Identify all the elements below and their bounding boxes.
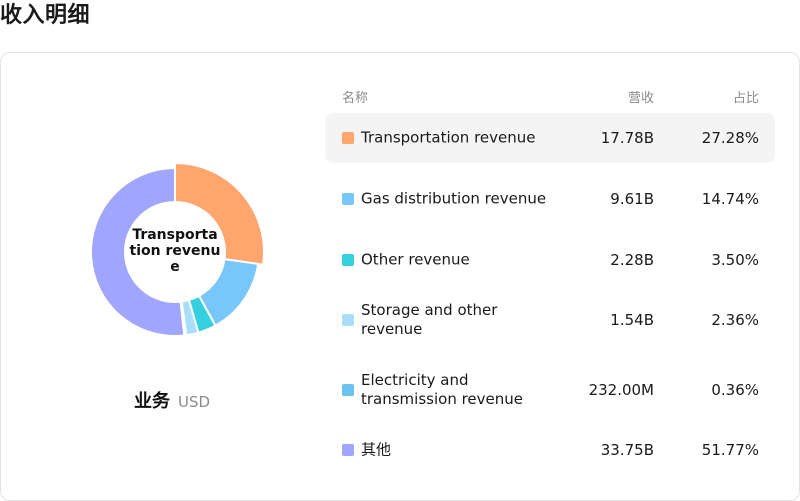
row-name: Gas distribution revenue [361,189,547,208]
table-row[interactable]: 其他 33.75B 51.77% [325,425,775,475]
chart-caption: 业务 USD [134,387,210,413]
row-name: Electricity and transmission revenue [361,371,524,408]
table-row[interactable]: Transportation revenue 17.78B 27.28% [325,113,775,163]
caption-title: 业务 [134,391,170,412]
legend-swatch [342,193,354,205]
page-title: 收入明细 [0,3,91,28]
legend-swatch [342,384,354,396]
revenue-table: 名称 营收 占比 Transportation revenue 17.78B 27.… [325,84,775,459]
table-row[interactable]: Gas distribution revenue 9.61B 14.74% [325,174,775,224]
row-revenue: 232.00M [588,381,654,399]
table-row[interactable]: Other revenue 2.28B 3.50% [325,235,775,285]
legend-swatch [342,254,354,266]
row-revenue: 33.75B [600,441,654,459]
row-share: 3.50% [711,251,759,269]
donut-slice[interactable] [90,166,186,337]
row-share: 51.77% [701,441,759,459]
donut-center-label: Transportation revenue [129,227,221,275]
row-share: 0.36% [711,381,759,399]
row-share: 2.36% [711,311,759,329]
row-name: Transportation revenue [361,128,536,147]
row-revenue: 9.61B [610,190,654,208]
legend-swatch [342,444,354,456]
header-revenue: 营收 [627,91,654,106]
row-name: 其他 [361,440,392,459]
row-name: Storage and other revenue [361,301,498,338]
legend-swatch [342,314,354,326]
table-header: 名称 营收 占比 [325,84,775,108]
caption-unit: USD [178,393,211,411]
row-name: Other revenue [361,250,470,269]
row-share: 27.28% [701,129,759,147]
legend-swatch [342,132,354,144]
row-revenue: 1.54B [610,311,654,329]
donut-slice[interactable] [174,161,265,266]
header-name: 名称 [342,91,369,106]
row-share: 14.74% [701,190,759,208]
row-revenue: 2.28B [610,251,654,269]
donut-chart[interactable] [80,150,270,350]
donut-svg [90,161,265,337]
table-row[interactable]: Electricity and transmission revenue 232.… [325,365,775,415]
row-revenue: 17.78B [600,129,654,147]
table-row[interactable]: Storage and other revenue 1.54B 2.36% [325,295,775,345]
header-share: 占比 [732,91,759,106]
